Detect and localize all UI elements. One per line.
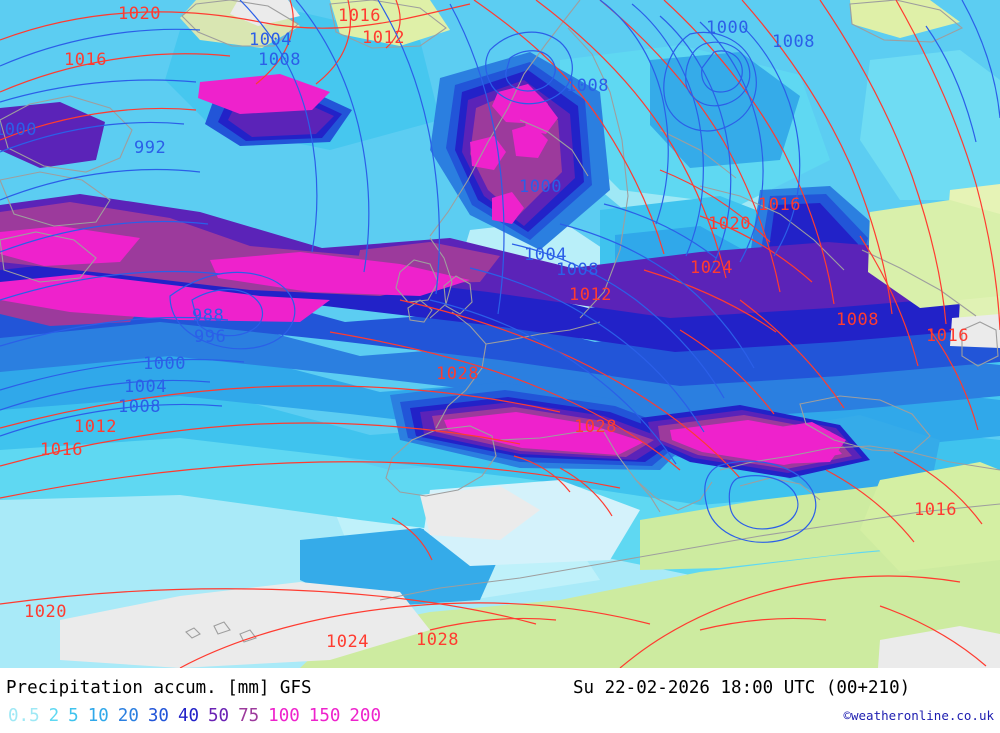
isobar-label: 1024 — [326, 632, 369, 652]
isobar-label: 1012 — [569, 285, 612, 305]
isobar-label: 1020 — [118, 4, 161, 24]
legend-step-30[interactable]: 30 — [147, 706, 169, 726]
isobar-label: 1028 — [416, 630, 459, 650]
isobar-label: 1008 — [836, 310, 879, 330]
legend-step-75[interactable]: 75 — [238, 706, 260, 726]
isobar-label: 1016 — [914, 500, 957, 520]
isobar-label: 1000 — [706, 18, 749, 38]
isobar-label: 1004 — [249, 30, 292, 50]
isobar-label: 988 — [192, 306, 225, 326]
legend-step-100[interactable]: 100 — [268, 706, 300, 726]
coastline-layer — [0, 0, 1000, 643]
legend-step-50[interactable]: 50 — [208, 706, 230, 726]
isobar-label: 1008 — [566, 76, 609, 96]
legend-step-40[interactable]: 40 — [177, 706, 200, 726]
isobar-label: 1000 — [0, 120, 37, 140]
isobar-label: 1012 — [74, 417, 117, 437]
isobar-label: 1024 — [690, 258, 733, 278]
isobar-label: 1016 — [64, 50, 107, 70]
legend-step-10[interactable]: 10 — [87, 706, 109, 726]
isobar-label: 1016 — [40, 440, 83, 460]
map-title: Precipitation accum. [mm] GFS — [6, 678, 312, 698]
isobar-label: 1020 — [24, 602, 67, 622]
valid-time: Su 22-02-2026 18:00 UTC (00+210) — [573, 678, 911, 698]
isobar-label: 1028 — [436, 364, 479, 384]
map-footer: Precipitation accum. [mm] GFS Su 22-02-2… — [0, 668, 1000, 733]
legend-step-200[interactable]: 200 — [349, 706, 381, 726]
legend-step-2[interactable]: 2 — [48, 706, 60, 726]
isobar-label: 1016 — [926, 326, 969, 346]
copyright-credit: ©weatheronline.co.uk — [843, 708, 994, 723]
isobar-label: 1008 — [118, 397, 161, 417]
isobar-label: 1012 — [362, 28, 405, 48]
isobar-label: 1000 — [143, 354, 186, 374]
isobar-label: 992 — [134, 138, 167, 158]
isobar-label: 1004 — [124, 377, 167, 397]
colorbar-legend[interactable]: 0.5 2 5 10 20 30 40 50 75 100 150 200 — [8, 706, 390, 726]
legend-step-20[interactable]: 20 — [117, 706, 139, 726]
isobar-label: 1008 — [772, 32, 815, 52]
legend-step-5[interactable]: 5 — [68, 706, 79, 726]
isobar-label: 1004 — [524, 245, 567, 265]
isobar-label-layer: 1020 1016 1012 1004 1008 1000 1008 1008 … — [0, 4, 969, 652]
isobar-label: 1008 — [258, 50, 301, 70]
isobar-label: 1000 — [519, 177, 562, 197]
landmass-layer — [60, 0, 1000, 668]
isobar-label: 1016 — [338, 6, 381, 26]
legend-step-150[interactable]: 150 — [308, 706, 341, 726]
precipitation-map[interactable]: 1020 1016 1012 1004 1008 1000 1008 1008 … — [0, 0, 1000, 668]
isobar-label: 996 — [194, 327, 227, 347]
isobar-label: 1008 — [556, 260, 599, 280]
isobar-label: 1020 — [708, 214, 751, 234]
legend-step-0.5[interactable]: 0.5 — [8, 706, 40, 726]
isobar-label: 1028 — [574, 417, 617, 437]
isobar-layer — [0, 0, 1000, 668]
isobar-label: 1016 — [758, 195, 801, 215]
